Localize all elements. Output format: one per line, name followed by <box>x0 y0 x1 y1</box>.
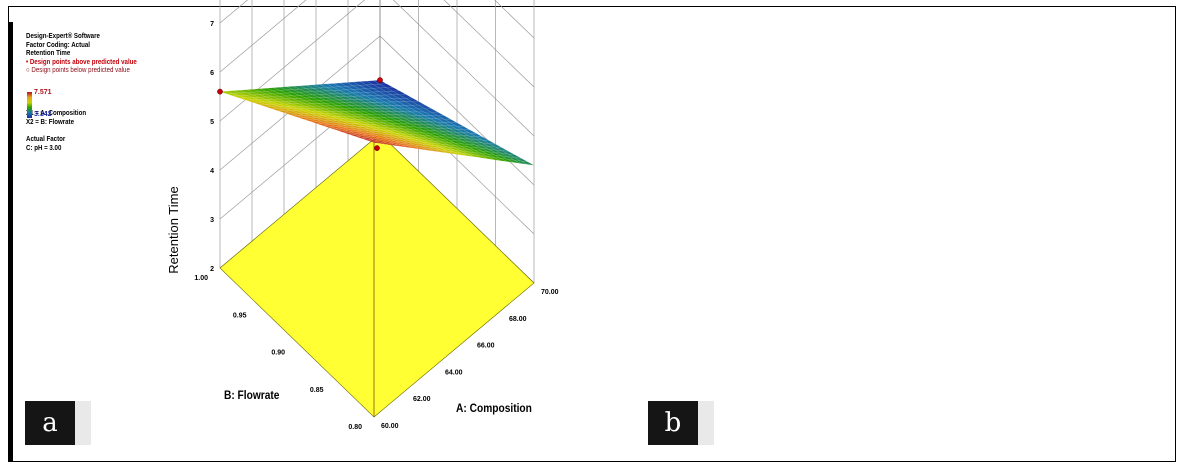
wall-grid-line <box>443 0 535 88</box>
design-point <box>217 88 223 95</box>
legend-above: • Design points above predicted value <box>26 56 137 66</box>
legend-software: Design-Expert® Software <box>26 31 100 40</box>
panel-label-b-text: b <box>648 401 698 445</box>
legend-x1: X1 = A: Composition <box>26 107 87 117</box>
z-tick-label: 6 <box>210 70 214 77</box>
y-tick-label: 0.95 <box>233 312 247 319</box>
z-tick-label: 2 <box>210 266 214 273</box>
z-tick-label: 5 <box>210 119 214 126</box>
y-tick-label: 0.85 <box>310 387 324 394</box>
y-axis-title: B: Flowrate <box>224 389 279 402</box>
panel-label-a: a <box>25 401 91 445</box>
x-tick-label: 66.00 <box>477 343 495 350</box>
wall-grid-line <box>392 0 535 137</box>
figure-frame <box>8 6 1176 462</box>
wall-grid-line <box>494 0 535 39</box>
panel-label-a-text: a <box>25 401 75 445</box>
x-tick-label: 70.00 <box>541 289 559 296</box>
legend-below: ○ Design points below predicted value <box>26 65 130 75</box>
x-axis-title: A: Composition <box>456 402 532 415</box>
legend-x2: X2 = B: Flowrate <box>26 116 75 126</box>
legend-response: Retention Time <box>26 48 71 58</box>
y-tick-label: 0.90 <box>271 350 285 357</box>
design-point <box>377 77 383 83</box>
wall-grid-line <box>219 0 249 24</box>
wall-grid-line <box>219 0 307 73</box>
x-tick-label: 64.00 <box>445 369 463 376</box>
y-tick-label: 0.80 <box>348 424 362 431</box>
y-tick-label: 1.00 <box>194 275 208 282</box>
frame-left-bar <box>8 22 13 462</box>
floor-plane <box>219 133 535 418</box>
legend-actual-value: C: pH = 3.00 <box>26 142 62 152</box>
colorbar <box>27 92 32 118</box>
z-tick-label: 4 <box>210 168 214 175</box>
panel-label-b: b <box>648 401 714 445</box>
z-axis-title: Retention Time <box>166 186 181 273</box>
colorbar-low-label: 3.142 <box>34 111 52 118</box>
colorbar-high-label: 7.571 <box>34 89 52 96</box>
x-tick-label: 62.00 <box>413 396 431 403</box>
x-tick-label: 60.00 <box>381 423 399 430</box>
design-point <box>374 145 380 151</box>
x-tick-label: 68.00 <box>509 316 527 323</box>
chart-legend: Design-Expert® Software Factor Coding: A… <box>26 31 137 152</box>
legend-actual-title: Actual Factor <box>26 134 66 144</box>
legend-coding: Factor Coding: Actual <box>26 39 91 49</box>
z-tick-label: 7 <box>210 21 214 28</box>
z-tick-label: 3 <box>210 217 214 224</box>
